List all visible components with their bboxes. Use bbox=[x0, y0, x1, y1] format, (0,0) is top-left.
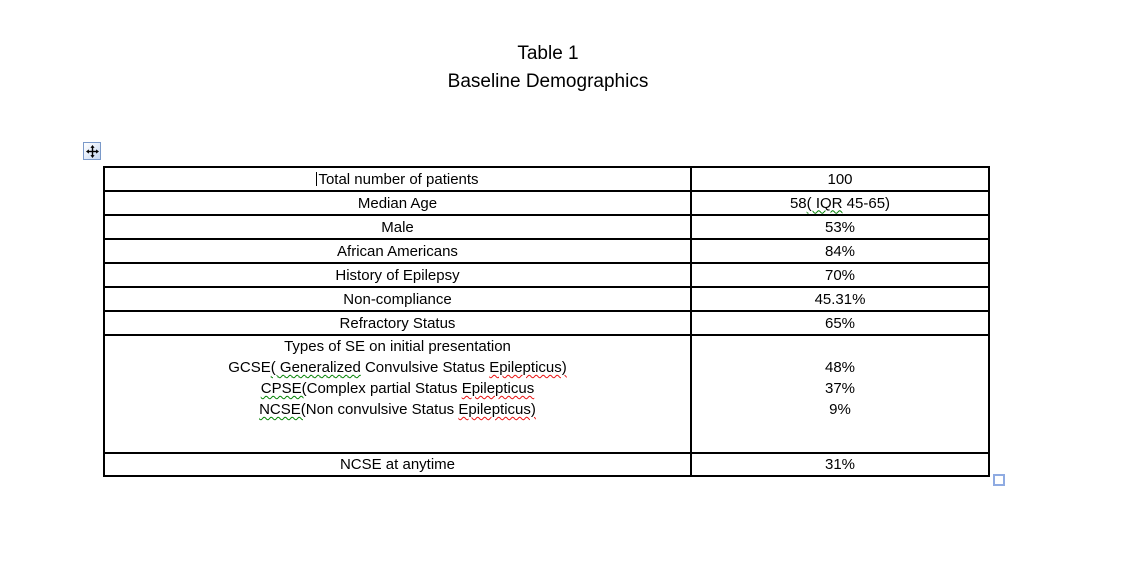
text-segment: Epilepticus) bbox=[458, 401, 536, 418]
table-body: Total number of patients 100 Median Age 58(… bbox=[103, 166, 990, 477]
text-segment: Median Age bbox=[357, 194, 438, 212]
cell-value[interactable]: 58( IQR 45-65) bbox=[690, 190, 990, 216]
text-line: 48% bbox=[692, 357, 988, 378]
text-segment: Types of SE on initial presentation bbox=[284, 338, 511, 355]
text-line: GCSE( Generalized Convulsive Status Epil… bbox=[105, 357, 690, 378]
cell-attribute[interactable]: African Americans bbox=[103, 238, 692, 264]
text-segment: 84% bbox=[824, 242, 856, 260]
text-segment: 9% bbox=[829, 401, 851, 418]
cell-attribute[interactable]: Median Age bbox=[103, 190, 692, 216]
cell-value[interactable]: 84% bbox=[690, 238, 990, 264]
text-segment: 100 bbox=[827, 170, 853, 188]
table-title-line1: Table 1 bbox=[517, 43, 579, 64]
text-segment: African Americans bbox=[337, 242, 458, 260]
text-segment: Complex partial Status bbox=[306, 380, 462, 397]
table-row: Median Age 58( IQR 45-65) bbox=[103, 190, 990, 216]
text-line: 31% bbox=[692, 454, 988, 475]
table-row: African Americans 84% bbox=[103, 238, 990, 264]
text-line: Total number of patients bbox=[105, 169, 690, 190]
text-line: Male bbox=[105, 217, 690, 238]
text-line: Refractory Status bbox=[105, 313, 690, 334]
text-segment: 31% bbox=[824, 456, 856, 473]
cell-value[interactable]: 31% bbox=[690, 452, 990, 477]
text-segment: 37% bbox=[824, 380, 856, 397]
cell-value[interactable]: 70% bbox=[690, 262, 990, 288]
table-row: Male 53% bbox=[103, 214, 990, 240]
table-row: Types of SE on initial presentation GCSE(… bbox=[103, 334, 990, 454]
text-segment: Epilepticus bbox=[461, 380, 535, 397]
text-segment: Epilepticus) bbox=[489, 359, 567, 376]
text-line bbox=[692, 336, 988, 357]
text-segment: Male bbox=[381, 218, 414, 236]
text-line: History of Epilepsy bbox=[105, 265, 690, 286]
table-row: Total number of patients 100 bbox=[103, 166, 990, 192]
cell-attribute[interactable]: Male bbox=[103, 214, 692, 240]
text-line: 53% bbox=[692, 217, 988, 238]
cell-attribute[interactable]: Total number of patients bbox=[103, 166, 692, 192]
text-segment: 53% bbox=[824, 218, 856, 236]
text-line: 65% bbox=[692, 313, 988, 334]
text-line: 84% bbox=[692, 241, 988, 262]
table-row: NCSE at anytime 31% bbox=[103, 452, 990, 477]
text-line: African Americans bbox=[105, 241, 690, 262]
text-line: 100 bbox=[692, 169, 988, 190]
text-segment: History of Epilepsy bbox=[335, 266, 460, 284]
text-segment: NCSE( bbox=[259, 401, 306, 418]
text-cursor bbox=[316, 171, 318, 186]
text-segment: 45.31% bbox=[814, 290, 866, 308]
cell-attribute[interactable]: NCSE at anytime bbox=[103, 452, 692, 477]
text-line bbox=[105, 420, 690, 441]
text-line: Types of SE on initial presentation bbox=[105, 336, 690, 357]
cell-value[interactable]: 45.31% bbox=[690, 286, 990, 312]
text-segment: 48% bbox=[824, 359, 856, 376]
cell-value[interactable]: 53% bbox=[690, 214, 990, 240]
text-line: 45.31% bbox=[692, 289, 988, 310]
text-line: Median Age bbox=[105, 193, 690, 214]
text-line: 37% bbox=[692, 378, 988, 399]
text-line: Non-compliance bbox=[105, 289, 690, 310]
text-line: NCSE(Non convulsive Status Epilepticus) bbox=[105, 399, 690, 420]
table-title: Table 1 Baseline Demographics bbox=[0, 40, 1096, 96]
text-segment: Refractory Status bbox=[339, 314, 456, 332]
text-segment: NCSE at anytime bbox=[339, 456, 456, 473]
text-line bbox=[692, 420, 988, 441]
table-move-handle[interactable] bbox=[83, 142, 101, 160]
table-row: History of Epilepsy 70% bbox=[103, 262, 990, 288]
text-segment: Convulsive Status bbox=[360, 359, 490, 376]
text-segment: Non convulsive Status bbox=[305, 401, 459, 418]
text-line: 70% bbox=[692, 265, 988, 286]
table-title-line2: Baseline Demographics bbox=[447, 71, 649, 92]
text-segment: ( IQR bbox=[806, 194, 843, 212]
text-segment: CPSE( bbox=[260, 380, 307, 397]
text-segment: Total number of patients bbox=[318, 170, 479, 188]
demographics-table: Total number of patients 100 Median Age 58(… bbox=[103, 166, 990, 477]
cell-value[interactable]: 48% 37% 9% bbox=[690, 334, 990, 454]
text-segment: 45-65) bbox=[842, 194, 891, 212]
cell-value[interactable]: 65% bbox=[690, 310, 990, 336]
table-resize-handle[interactable] bbox=[993, 474, 1005, 486]
text-segment: 70% bbox=[824, 266, 856, 284]
table-row: Refractory Status 65% bbox=[103, 310, 990, 336]
cell-attribute[interactable]: History of Epilepsy bbox=[103, 262, 692, 288]
cell-attribute[interactable]: Non-compliance bbox=[103, 286, 692, 312]
table-row: Non-compliance 45.31% bbox=[103, 286, 990, 312]
text-segment: ( Generalized bbox=[270, 359, 361, 376]
text-line: 58( IQR 45-65) bbox=[692, 193, 988, 214]
text-segment: GCSE bbox=[228, 359, 271, 376]
cell-attribute[interactable]: Types of SE on initial presentation GCSE(… bbox=[103, 334, 692, 454]
cell-value[interactable]: 100 bbox=[690, 166, 990, 192]
text-segment: 65% bbox=[824, 314, 856, 332]
cell-attribute[interactable]: Refractory Status bbox=[103, 310, 692, 336]
move-cross-icon bbox=[85, 144, 99, 158]
text-segment: Non-compliance bbox=[343, 290, 452, 308]
text-segment: 58 bbox=[789, 194, 807, 212]
text-line: CPSE(Complex partial Status Epilepticus bbox=[105, 378, 690, 399]
text-line: 9% bbox=[692, 399, 988, 420]
text-line: NCSE at anytime bbox=[105, 454, 690, 475]
